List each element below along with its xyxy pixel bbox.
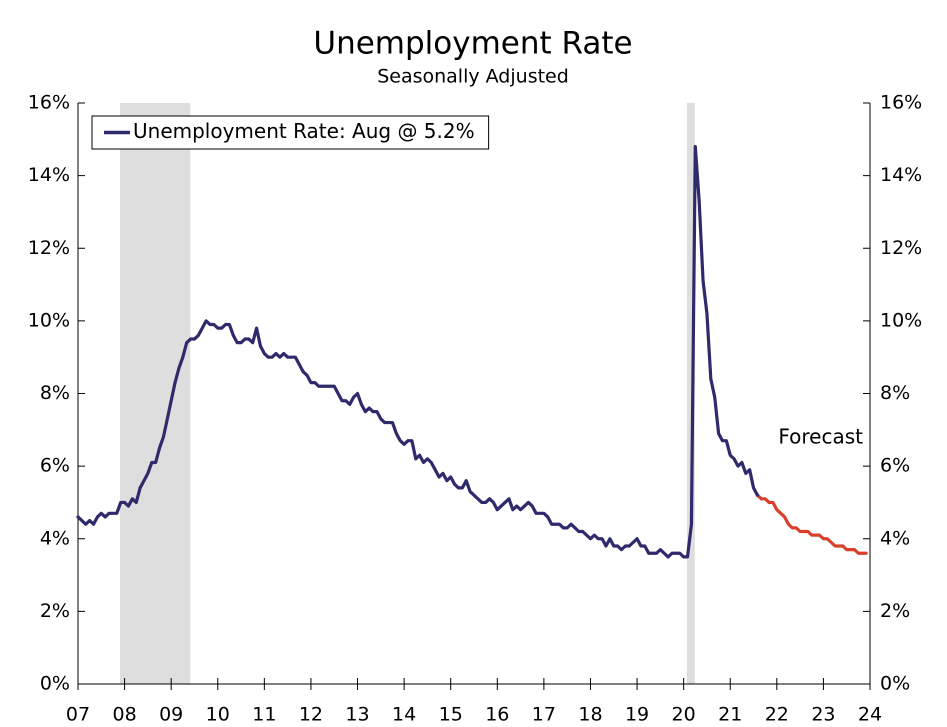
y-tick-label: 12%: [28, 237, 70, 259]
y-tick-label: 2%: [40, 600, 70, 622]
y2-tick-label: 4%: [880, 527, 910, 549]
y-tick-label: 10%: [28, 309, 70, 331]
x-tick-label: 12: [299, 704, 323, 726]
x-tick-label: 19: [625, 704, 649, 726]
x-tick-label: 23: [811, 704, 835, 726]
y2-tick-label: 16%: [880, 92, 922, 114]
x-tick-label: 21: [718, 704, 742, 726]
chart-title: Unemployment Rate: [313, 26, 632, 62]
y2-tick-label: 6%: [880, 455, 910, 477]
x-tick-label: 17: [532, 704, 556, 726]
y2-tick-label: 14%: [880, 164, 922, 186]
x-tick-label: 08: [112, 704, 136, 726]
series-line: [76, 144, 759, 559]
recession-shade: [119, 103, 191, 684]
x-tick-label: 13: [345, 704, 369, 726]
x-tick-label: 09: [159, 704, 183, 726]
x-tick-label: 07: [66, 704, 90, 726]
y2-tick-label: 12%: [880, 237, 922, 259]
recession-shade: [686, 103, 695, 684]
x-tick-label: 16: [485, 704, 509, 726]
y2-tick-label: 10%: [880, 309, 922, 331]
y-tick-label: 6%: [40, 455, 70, 477]
x-tick-label: 11: [252, 704, 276, 726]
y-tick-label: 14%: [28, 164, 70, 186]
x-tick-label: 10: [206, 704, 230, 726]
x-tick-label: 24: [858, 704, 882, 726]
legend-box: [91, 115, 490, 150]
legend-label: Unemployment Rate: Aug @ 5.2%: [133, 119, 475, 143]
x-tick-label: 22: [765, 704, 789, 726]
y-tick-label: 0%: [40, 673, 70, 695]
x-tick-label: 18: [578, 704, 602, 726]
x-tick-label: 15: [439, 704, 463, 726]
x-tick-label: 14: [392, 704, 416, 726]
y2-tick-label: 8%: [880, 382, 910, 404]
chart-subtitle: Seasonally Adjusted: [377, 66, 569, 88]
y2-tick-label: 2%: [880, 600, 910, 622]
annotation: Forecast: [778, 425, 863, 449]
y-tick-label: 16%: [28, 92, 70, 114]
y-tick-label: 8%: [40, 382, 70, 404]
y-tick-label: 4%: [40, 527, 70, 549]
x-tick-label: 20: [672, 704, 696, 726]
y2-tick-label: 0%: [880, 673, 910, 695]
series-line: [759, 497, 868, 555]
